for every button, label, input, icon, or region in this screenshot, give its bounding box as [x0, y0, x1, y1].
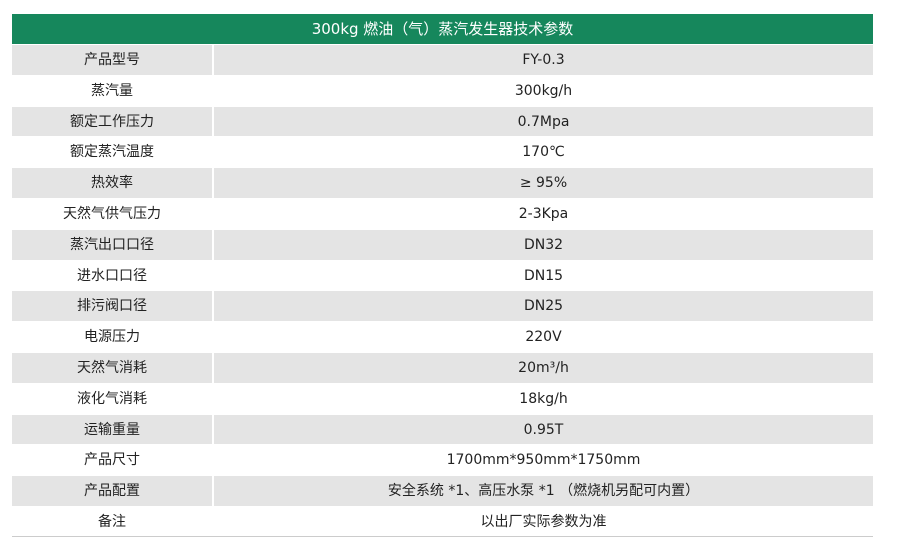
table-row: 蒸汽出口口径 DN32 [12, 228, 873, 260]
table-title: 300kg 燃油（气）蒸汽发生器技术参数 [12, 14, 873, 44]
param-value: 0.7Mpa [517, 113, 570, 130]
table-row: 运输重量 0.95T [12, 413, 873, 445]
param-name: 额定工作压力 [12, 106, 214, 137]
param-name: 额定蒸汽温度 [12, 137, 214, 168]
param-value: 2-3Kpa [518, 205, 569, 222]
param-value: 170℃ [522, 144, 565, 161]
table-row: 产品型号 FY-0.3 [12, 44, 873, 75]
param-name: 产品尺寸 [12, 445, 214, 476]
param-name: 备注 [12, 506, 214, 536]
table-row: 产品配置 安全系统 *1、高压水泵 *1 （燃烧机另配可内置） [12, 475, 873, 506]
table-row: 额定蒸汽温度 170℃ [12, 136, 873, 168]
table-row: 排污阀口径 DN25 [12, 290, 873, 322]
table-row: 热效率 ≥ 95% [12, 167, 873, 198]
param-value: 0.95T [523, 421, 564, 438]
param-value: 18kg/h [519, 390, 568, 407]
param-name: 电源压力 [12, 322, 214, 352]
spec-table: 300kg 燃油（气）蒸汽发生器技术参数 产品型号 FY-0.3 蒸汽量 300kg/… [12, 14, 873, 537]
param-name: 液化气消耗 [12, 383, 214, 414]
param-value: DN15 [523, 267, 564, 284]
table-row: 额定工作压力 0.7Mpa [12, 105, 873, 137]
param-name: 蒸汽出口口径 [12, 229, 214, 260]
table-row: 产品尺寸 1700mm*950mm*1750mm [12, 444, 873, 476]
param-value: 20m³/h [518, 359, 569, 376]
table-row: 蒸汽量 300kg/h [12, 74, 873, 106]
param-value: DN25 [523, 298, 564, 315]
param-name: 天然气供气压力 [12, 198, 214, 229]
param-name: 进水口口径 [12, 260, 214, 291]
table-row: 进水口口径 DN15 [12, 259, 873, 291]
table-row: 电源压力 220V [12, 321, 873, 352]
param-value: 以出厂实际参数为准 [480, 513, 607, 530]
param-value: 220V [525, 329, 562, 346]
param-value: 安全系统 *1、高压水泵 *1 （燃烧机另配可内置） [387, 483, 700, 500]
param-value: DN32 [523, 236, 564, 253]
table-body: 产品型号 FY-0.3 蒸汽量 300kg/h 额定工作压力 0.7Mpa 额定蒸汽温度 17… [12, 44, 873, 537]
param-name: 热效率 [12, 168, 214, 198]
param-name: 天然气消耗 [12, 352, 214, 383]
table-row: 天然气消耗 20m³/h [12, 351, 873, 383]
param-value: 300kg/h [514, 82, 573, 99]
param-name: 排污阀口径 [12, 291, 214, 322]
table-row: 备注 以出厂实际参数为准 [12, 505, 873, 537]
param-value: FY-0.3 [522, 52, 565, 68]
param-name: 蒸汽量 [12, 75, 214, 106]
param-value: 1700mm*950mm*1750mm [446, 452, 641, 469]
param-value: ≥ 95% [519, 175, 568, 192]
table-row: 天然气供气压力 2-3Kpa [12, 197, 873, 229]
param-name: 运输重量 [12, 414, 214, 445]
param-name: 产品型号 [12, 45, 214, 75]
param-name: 产品配置 [12, 476, 214, 506]
table-row: 液化气消耗 18kg/h [12, 382, 873, 414]
